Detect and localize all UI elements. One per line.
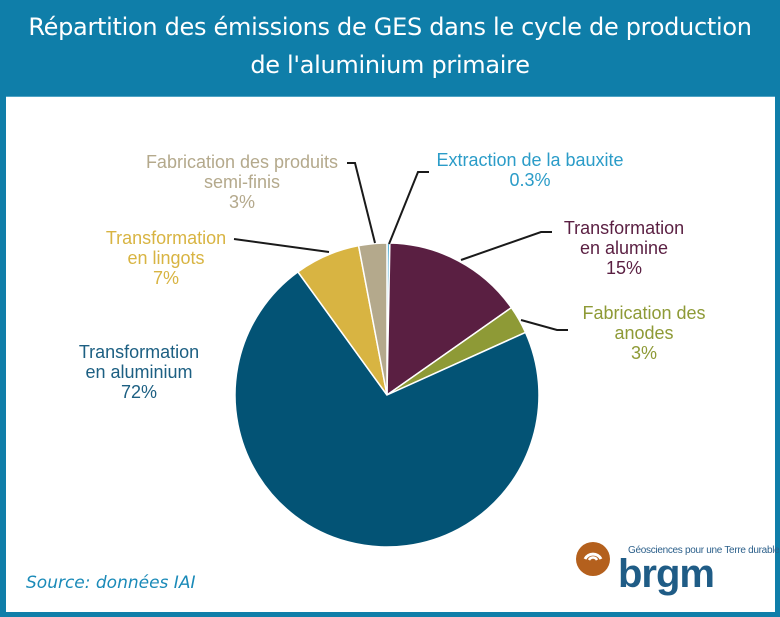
logo-signal-icon [576, 542, 610, 576]
label-lingots-pct: 7% [152, 268, 179, 288]
label-aluminium-line1: Transformation [78, 342, 200, 362]
logo-tagline: Géosciences pour une Terre durable [628, 545, 780, 556]
label-anodes: Fabrication des anodes 3% [564, 303, 724, 363]
pie-slice-alumine [386, 242, 513, 397]
label-alumine-line2: en alumine [579, 238, 669, 258]
label-anodes-line2: anodes [614, 323, 674, 343]
header-banner: Répartition des émissions de GES dans le… [0, 0, 780, 96]
wifi-arc-icon [583, 552, 603, 561]
label-aluminium-pct: 72% [120, 382, 158, 402]
label-aluminium: Transformation en aluminium 72% [57, 342, 221, 402]
label-lingots-line2: en lingots [127, 248, 205, 268]
label-alumine-pct: 15% [605, 258, 643, 278]
logo-wordmark: brgm [618, 552, 715, 596]
label-lingots-line1: Transformation [105, 228, 227, 248]
label-semi-finis: Fabrication des produits semi-finis 3% [124, 152, 360, 212]
leader-line-alumine [460, 231, 552, 261]
leader-line-lingots [233, 238, 330, 253]
label-lingots: Transformation en lingots 7% [86, 228, 246, 288]
source-note: Source: données IAI [26, 573, 196, 593]
pie-slice-aluminium [234, 270, 540, 548]
label-bauxite-pct: 0.3% [509, 170, 551, 190]
label-alumine: Transformation en alumine 15% [544, 218, 704, 278]
label-semi-finis-line1: Fabrication des produits [145, 152, 339, 172]
leader-line-bauxite [388, 171, 429, 245]
label-alumine-line1: Transformation [563, 218, 685, 238]
brgm-logo: Géosciences pour une Terre durable brgm [576, 540, 780, 600]
label-anodes-line1: Fabrication des [582, 303, 706, 323]
title-line-1: Répartition des émissions de GES dans le… [28, 13, 752, 41]
label-bauxite-line1: Extraction de la bauxite [436, 150, 624, 170]
label-aluminium-line2: en aluminium [85, 362, 193, 382]
leader-line-semi-finis [347, 162, 376, 244]
title-line-2: de l'aluminium primaire [250, 51, 530, 79]
label-semi-finis-pct: 3% [228, 192, 255, 212]
leader-line-anodes [520, 319, 568, 331]
label-semi-finis-line2: semi-finis [203, 172, 280, 192]
chart-title: Répartition des émissions de GES dans le… [0, 8, 780, 84]
pie-slices [234, 242, 540, 548]
label-bauxite: Extraction de la bauxite 0.3% [422, 150, 638, 190]
leader-lines [233, 162, 568, 331]
pie-slice-semi-finis [357, 242, 388, 396]
label-anodes-pct: 3% [630, 343, 657, 363]
